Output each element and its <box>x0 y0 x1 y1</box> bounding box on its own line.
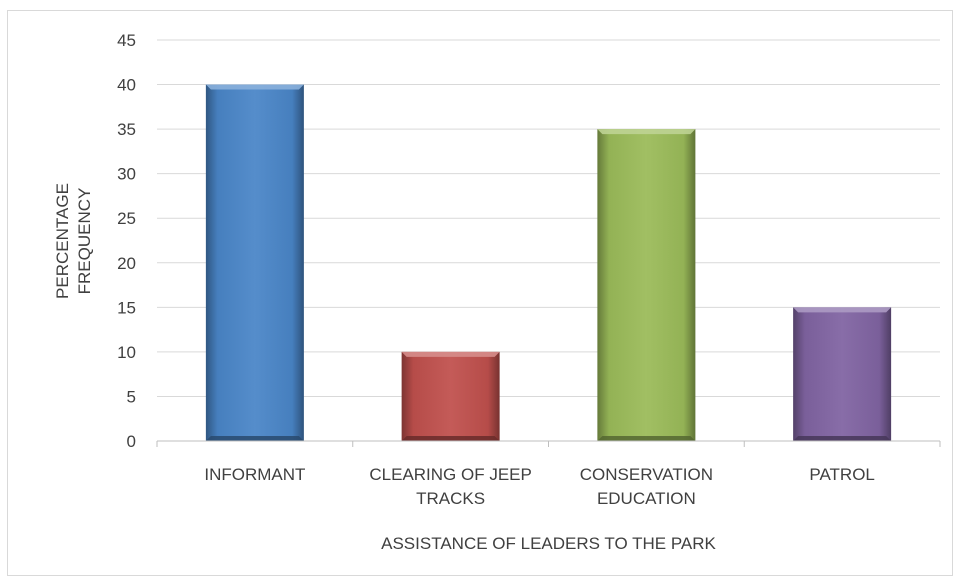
bar-body <box>597 129 696 441</box>
x-category-label: CLEARING OF JEEP TRACKS <box>369 465 531 508</box>
bar-bevel-bottom <box>205 436 304 441</box>
chart-frame <box>7 10 953 576</box>
y-tick-label: 30 <box>117 165 136 184</box>
y-tick-label: 10 <box>117 343 136 362</box>
x-category-labels: INFORMANT CLEARING OF JEEP TRACKS CONSERVAT… <box>204 465 875 508</box>
x-axis <box>156 440 941 447</box>
y-tick-label: 40 <box>117 76 136 95</box>
y-tick-label: 45 <box>117 31 136 50</box>
y-tick-label: 35 <box>117 120 136 139</box>
bar-body <box>401 351 500 441</box>
y-tick-label: 0 <box>127 432 136 451</box>
bar-2 <box>597 129 696 441</box>
bar-bevel-bottom <box>401 436 500 441</box>
bars <box>205 84 892 442</box>
bar-0 <box>205 84 304 442</box>
bar-bevel-top <box>793 307 892 313</box>
y-tick-labels: 0 5 10 15 20 25 30 35 40 45 <box>117 31 136 451</box>
bar-bevel-top <box>205 84 304 90</box>
bar-3 <box>793 307 892 441</box>
bar-body <box>205 84 304 442</box>
x-category-label: PATROL <box>809 465 875 484</box>
bar-1 <box>401 351 500 441</box>
y-tick-label: 20 <box>117 254 136 273</box>
x-category-label: CONSERVATION EDUCATION <box>580 465 713 508</box>
y-tick-label: 25 <box>117 209 136 228</box>
bar-bevel-bottom <box>793 436 892 441</box>
y-tick-label: 5 <box>127 387 136 406</box>
y-tick-label: 15 <box>117 298 136 317</box>
bar-bevel-bottom <box>597 436 696 441</box>
y-axis-title: PERCENTAGE FREQUENCY <box>53 183 94 299</box>
x-category-label: INFORMANT <box>204 465 305 484</box>
x-axis-title: ASSISTANCE OF LEADERS TO THE PARK <box>381 534 716 553</box>
bar-bevel-top <box>401 351 500 357</box>
bar-bevel-top <box>597 129 696 135</box>
bar-body <box>793 307 892 441</box>
